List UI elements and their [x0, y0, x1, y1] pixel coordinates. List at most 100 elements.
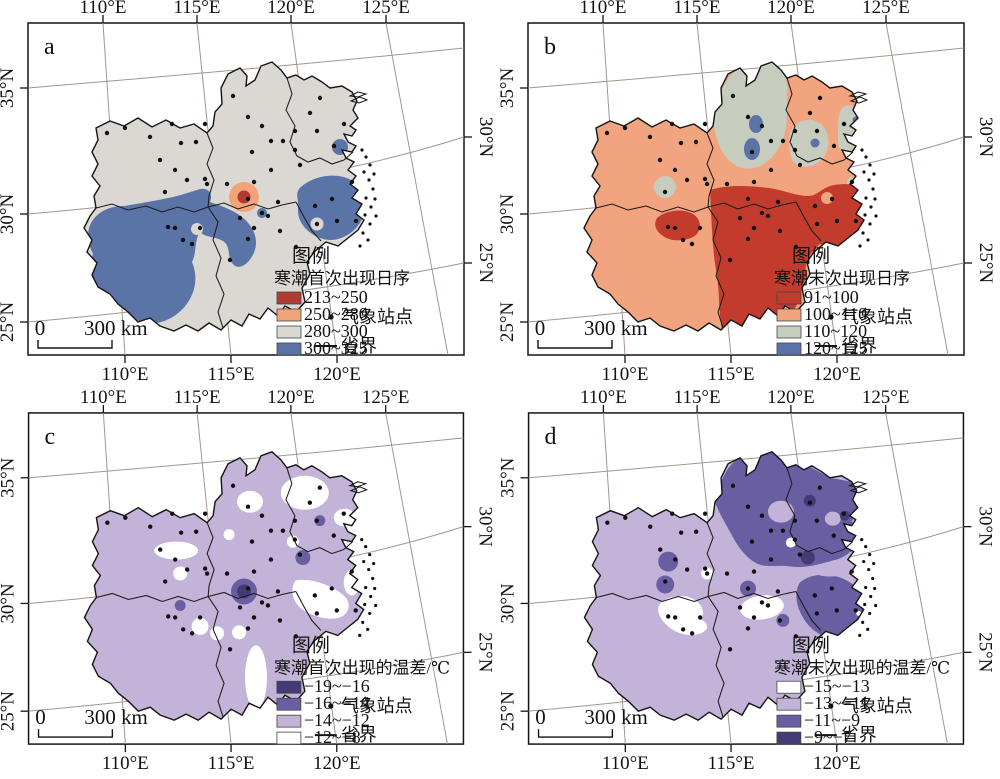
station-dot	[268, 167, 274, 173]
coast-island-speck	[867, 178, 871, 182]
axis-label-top: 125°E	[862, 0, 910, 18]
coast-island-speck	[860, 538, 864, 542]
station-dot	[689, 241, 695, 247]
interpolated-class-area	[88, 188, 257, 324]
station-dot	[277, 618, 283, 623]
coast-island-speck	[367, 567, 371, 572]
map-panel: 110°E 115°E 120°E 125°E 110°E 115°E 120°…	[0, 390, 500, 779]
coast-island-speck	[368, 222, 372, 226]
coast-island-speck	[364, 585, 368, 590]
station-dot	[312, 593, 318, 598]
legend-class-label: −19~−16	[304, 676, 370, 696]
station-dot	[831, 533, 836, 538]
station-dot	[166, 614, 171, 619]
coast-island-speck	[868, 611, 872, 616]
station-dot	[245, 114, 251, 120]
coast-island-speck	[867, 567, 871, 572]
coast-island-speck	[860, 148, 864, 152]
panel-letter: c	[45, 424, 56, 450]
coast-island-speck	[363, 213, 367, 217]
interpolated-class-area	[280, 475, 329, 510]
legend-class-label: −12~−8	[304, 727, 361, 747]
station-dot	[745, 586, 751, 591]
station-dot	[178, 140, 184, 146]
axis-label-bottom: 115°E	[208, 753, 255, 774]
station-dot	[724, 571, 730, 576]
station-dot	[202, 121, 208, 127]
station-dot	[349, 179, 355, 185]
axis-label-top: 115°E	[174, 0, 221, 18]
scale-zero: 0	[35, 705, 45, 729]
station-dot	[780, 138, 786, 144]
province-borders	[596, 467, 854, 718]
station-dot	[814, 128, 820, 134]
coast-island-speck	[869, 594, 873, 599]
coast-island-speck	[864, 545, 868, 549]
coast-island-speck	[374, 214, 378, 218]
province-outline	[83, 451, 365, 721]
axis-label-left: 35°N	[0, 68, 18, 109]
station-dot	[293, 634, 299, 639]
station-dot	[648, 524, 653, 529]
station-dot	[329, 196, 335, 202]
station-dot	[605, 520, 610, 525]
legend-title: 图例	[292, 245, 330, 267]
interpolated-class-area	[810, 138, 820, 148]
station-dot	[353, 218, 359, 224]
coast-island-speck	[866, 238, 870, 242]
boundary-label: 省界	[341, 725, 377, 745]
station-dot	[604, 130, 610, 136]
station-dot	[768, 167, 774, 173]
station-dot	[184, 567, 190, 572]
station-dot	[745, 504, 751, 509]
axis-label-bottom: 120°E	[313, 753, 361, 774]
coast-island-speck	[873, 197, 877, 201]
station-dot	[829, 586, 834, 591]
station-marker-icon	[828, 314, 834, 320]
station-dot	[275, 589, 281, 594]
legend-class-label: 120~125	[804, 338, 868, 358]
scale-bar: 0 300 km	[535, 705, 648, 738]
station-dot	[341, 121, 347, 127]
axis-label-top: 120°E	[767, 0, 815, 18]
station-dot	[812, 203, 818, 209]
station-dot	[684, 567, 690, 572]
legend-subtitle: 寒潮末次出现的温差/℃	[774, 658, 950, 677]
station-dot	[122, 125, 128, 131]
interpolated-class-area	[713, 62, 788, 169]
interpolated-class-area	[812, 564, 847, 577]
station-dot	[697, 615, 703, 620]
station-dot	[180, 237, 186, 243]
coast-island-speck	[371, 576, 375, 581]
station-dot	[292, 128, 298, 134]
axis-label-left: 30°N	[0, 194, 18, 235]
station-dot	[265, 603, 271, 608]
station-dot	[297, 162, 303, 168]
station-dot	[162, 189, 168, 195]
interpolated-class-area	[237, 490, 263, 513]
axis-label-right: 25°N	[474, 632, 495, 673]
legend-class-label: 91~100	[804, 287, 859, 307]
station-dot	[702, 511, 708, 516]
station-dot	[317, 485, 323, 490]
coast-island-speck	[369, 594, 373, 599]
station-marker-icon	[328, 314, 334, 320]
station-dot	[678, 530, 684, 535]
legend-subtitle: 寒潮末次出现日序	[774, 269, 910, 288]
station-dot	[780, 528, 786, 533]
station-dot	[172, 225, 178, 231]
station-dot	[169, 121, 175, 127]
station-dot	[297, 552, 303, 557]
coast-island-speck	[362, 559, 366, 564]
station-dot	[230, 93, 236, 99]
interpolated-class-area	[824, 511, 841, 526]
scale-bar: 0 300 km	[35, 705, 148, 738]
interpolated-class-area	[800, 550, 815, 565]
interpolated-class-area	[710, 184, 864, 330]
axis-label-left: 35°N	[500, 457, 519, 498]
axis-label-left: 35°N	[500, 68, 518, 109]
axis-labels: 110°E 115°E 120°E 125°E 110°E 115°E 120°…	[500, 390, 995, 774]
axis-label-top: 125°E	[362, 390, 410, 408]
station-dot	[680, 237, 686, 243]
